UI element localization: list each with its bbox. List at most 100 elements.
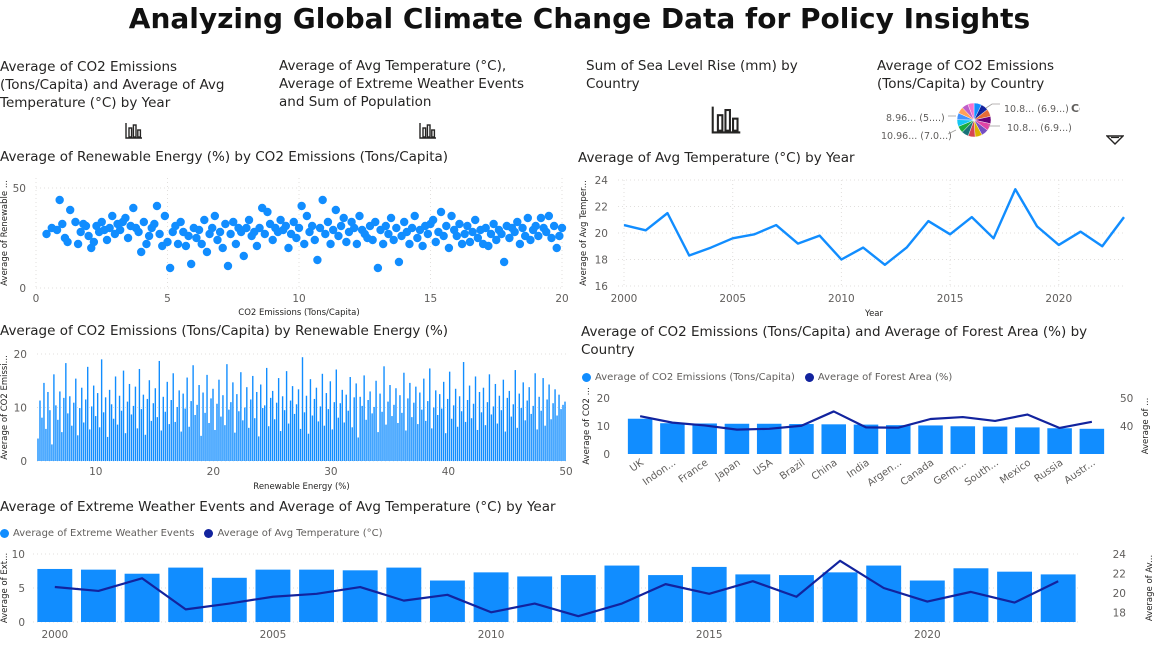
bar [534, 373, 536, 461]
bar [252, 375, 254, 461]
bar [411, 417, 413, 461]
scatter-point [381, 221, 390, 231]
bar [244, 407, 246, 461]
legend-marker [582, 373, 591, 382]
year-combo-chart[interactable]: 0 5 10 18 20 22 24 2000 2005 2010 2015 2020 Average … [0, 542, 1159, 646]
bar [520, 408, 522, 461]
scatter-point [323, 217, 333, 227]
y-tick-label: 20 [597, 393, 610, 405]
scatter-point [481, 223, 490, 233]
bar [110, 404, 113, 461]
bar [389, 385, 391, 461]
scatter-point [307, 221, 317, 231]
y-tick-label: 0 [603, 449, 610, 461]
bar [480, 412, 483, 461]
scatter-point [455, 219, 464, 229]
bar [866, 565, 902, 622]
bar [437, 414, 439, 461]
x-tick-label: 20 [555, 293, 568, 305]
scatter-point [542, 227, 551, 237]
bar [448, 371, 451, 461]
bar [466, 400, 469, 461]
bar [550, 419, 552, 461]
bar [172, 373, 174, 461]
bar [287, 423, 290, 461]
x-tick-label: 2005 [719, 293, 746, 305]
scatter-point [394, 257, 404, 267]
scatter-point [492, 235, 501, 245]
bar [343, 422, 345, 461]
bar [1015, 427, 1040, 454]
bar [210, 398, 212, 461]
bar [335, 369, 337, 461]
bar [102, 412, 105, 461]
scatter-point [513, 217, 522, 227]
bar [377, 432, 379, 461]
bar [232, 382, 234, 461]
bar [433, 407, 435, 461]
visual-3-title: Sum of Sea Level Rise (mm) by Country [586, 57, 836, 93]
legend-item-label: Average of Extreme Weather Events [13, 528, 195, 539]
bar [470, 418, 473, 461]
bar [106, 436, 109, 461]
bar [89, 429, 91, 461]
scatter-point [186, 259, 196, 269]
bar [79, 408, 81, 461]
bar [526, 400, 528, 461]
bar [216, 403, 218, 461]
bar [383, 366, 385, 461]
scatter-point [418, 241, 427, 251]
x-tick-label: 2015 [696, 629, 723, 641]
bar [41, 417, 43, 461]
bar [528, 387, 530, 461]
scatter-point [515, 239, 525, 249]
bar [142, 394, 145, 461]
bar [355, 383, 357, 461]
visual-3-title-line: Sum of Sea Level Rise (mm) by [586, 58, 798, 74]
bar [498, 395, 501, 461]
bar [478, 391, 481, 461]
scatter-point [218, 243, 227, 253]
bar [234, 432, 236, 461]
y-tick-label: 24 [595, 175, 609, 187]
pie-chart-title-line: Average of CO2 Emissions [877, 58, 1055, 74]
x-tick-label: Germ... [932, 457, 969, 487]
bar [184, 408, 186, 461]
x-tick-label: 2010 [478, 629, 505, 641]
bar [345, 394, 347, 461]
bar [55, 405, 57, 461]
scatter-point [292, 233, 301, 243]
scatter-point [289, 217, 298, 227]
temperature-line-chart[interactable]: 16 18 20 22 24 2000 2005 2010 2015 2020 Year Averag… [572, 170, 1132, 320]
scatter-point [139, 217, 149, 227]
renewable-bar-chart[interactable]: 0 10 20 10 20 30 40 50 Renewable Energy (%) Avera… [0, 342, 575, 494]
bar [61, 432, 63, 461]
pie-chart[interactable]: 8.96... (5....) 10.96... (7.0...) 10.8..… [860, 96, 1080, 148]
scatter-point [373, 263, 383, 273]
bar [456, 426, 459, 461]
y2-tick-label: 24 [1113, 549, 1127, 561]
bar [918, 425, 943, 454]
bar [391, 416, 393, 461]
visual-2-title-line: and Sum of Population [279, 94, 432, 110]
scatter-point [339, 213, 348, 223]
bar [254, 418, 256, 461]
bar [472, 403, 475, 461]
bar [386, 567, 422, 622]
scatter-point [378, 239, 388, 249]
bar [202, 392, 204, 461]
scatter-point [281, 221, 291, 231]
bar [146, 398, 149, 461]
scatter-chart[interactable]: 0 5 10 15 20 0 50 CO2 Emissions (Tons/Capita) Av… [0, 170, 570, 322]
bar [452, 405, 455, 461]
bar [367, 400, 369, 461]
bar [474, 376, 477, 461]
legend-scroll-down-icon[interactable] [1105, 130, 1125, 149]
scatter-point [123, 233, 133, 243]
y-tick-label: 20 [14, 349, 27, 361]
bar-chart-placeholder-icon [711, 104, 742, 139]
y2-tick-label: 18 [1113, 607, 1126, 619]
scatter-chart-title: Average of Renewable Energy (%) by CO2 E… [0, 149, 449, 165]
bar [778, 575, 814, 622]
